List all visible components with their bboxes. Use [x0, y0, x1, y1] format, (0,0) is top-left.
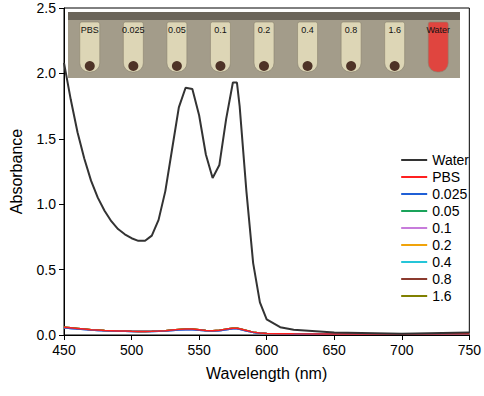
- svg-text:0.05: 0.05: [168, 25, 186, 35]
- svg-text:0.4: 0.4: [432, 254, 452, 270]
- svg-text:Wavelength (nm): Wavelength (nm): [206, 365, 327, 382]
- svg-text:1.6: 1.6: [388, 25, 401, 35]
- svg-text:0.025: 0.025: [122, 25, 145, 35]
- svg-text:0.1: 0.1: [214, 25, 227, 35]
- svg-text:Water: Water: [426, 25, 450, 35]
- svg-text:0.0: 0.0: [37, 327, 57, 343]
- svg-text:450: 450: [52, 342, 76, 358]
- svg-text:0.025: 0.025: [432, 186, 467, 202]
- svg-text:0.2: 0.2: [432, 237, 452, 253]
- svg-text:0.5: 0.5: [37, 262, 57, 278]
- svg-text:0.4: 0.4: [301, 25, 314, 35]
- svg-text:550: 550: [187, 342, 211, 358]
- svg-text:600: 600: [255, 342, 279, 358]
- svg-text:0.1: 0.1: [432, 220, 452, 236]
- svg-text:PBS: PBS: [432, 169, 460, 185]
- svg-text:0.8: 0.8: [345, 25, 358, 35]
- svg-text:700: 700: [390, 342, 414, 358]
- svg-text:1.5: 1.5: [37, 131, 57, 147]
- svg-text:Water: Water: [432, 152, 469, 168]
- svg-text:650: 650: [323, 342, 347, 358]
- svg-text:2.0: 2.0: [37, 65, 57, 81]
- svg-text:0.05: 0.05: [432, 203, 459, 219]
- svg-text:0.2: 0.2: [258, 25, 271, 35]
- svg-text:500: 500: [120, 342, 144, 358]
- svg-text:0.8: 0.8: [432, 271, 452, 287]
- svg-text:PBS: PBS: [81, 25, 99, 35]
- svg-text:1.6: 1.6: [432, 288, 452, 304]
- svg-text:Absorbance: Absorbance: [8, 129, 25, 214]
- svg-text:1.0: 1.0: [37, 196, 57, 212]
- svg-text:750: 750: [458, 342, 482, 358]
- svg-text:2.5: 2.5: [37, 0, 57, 16]
